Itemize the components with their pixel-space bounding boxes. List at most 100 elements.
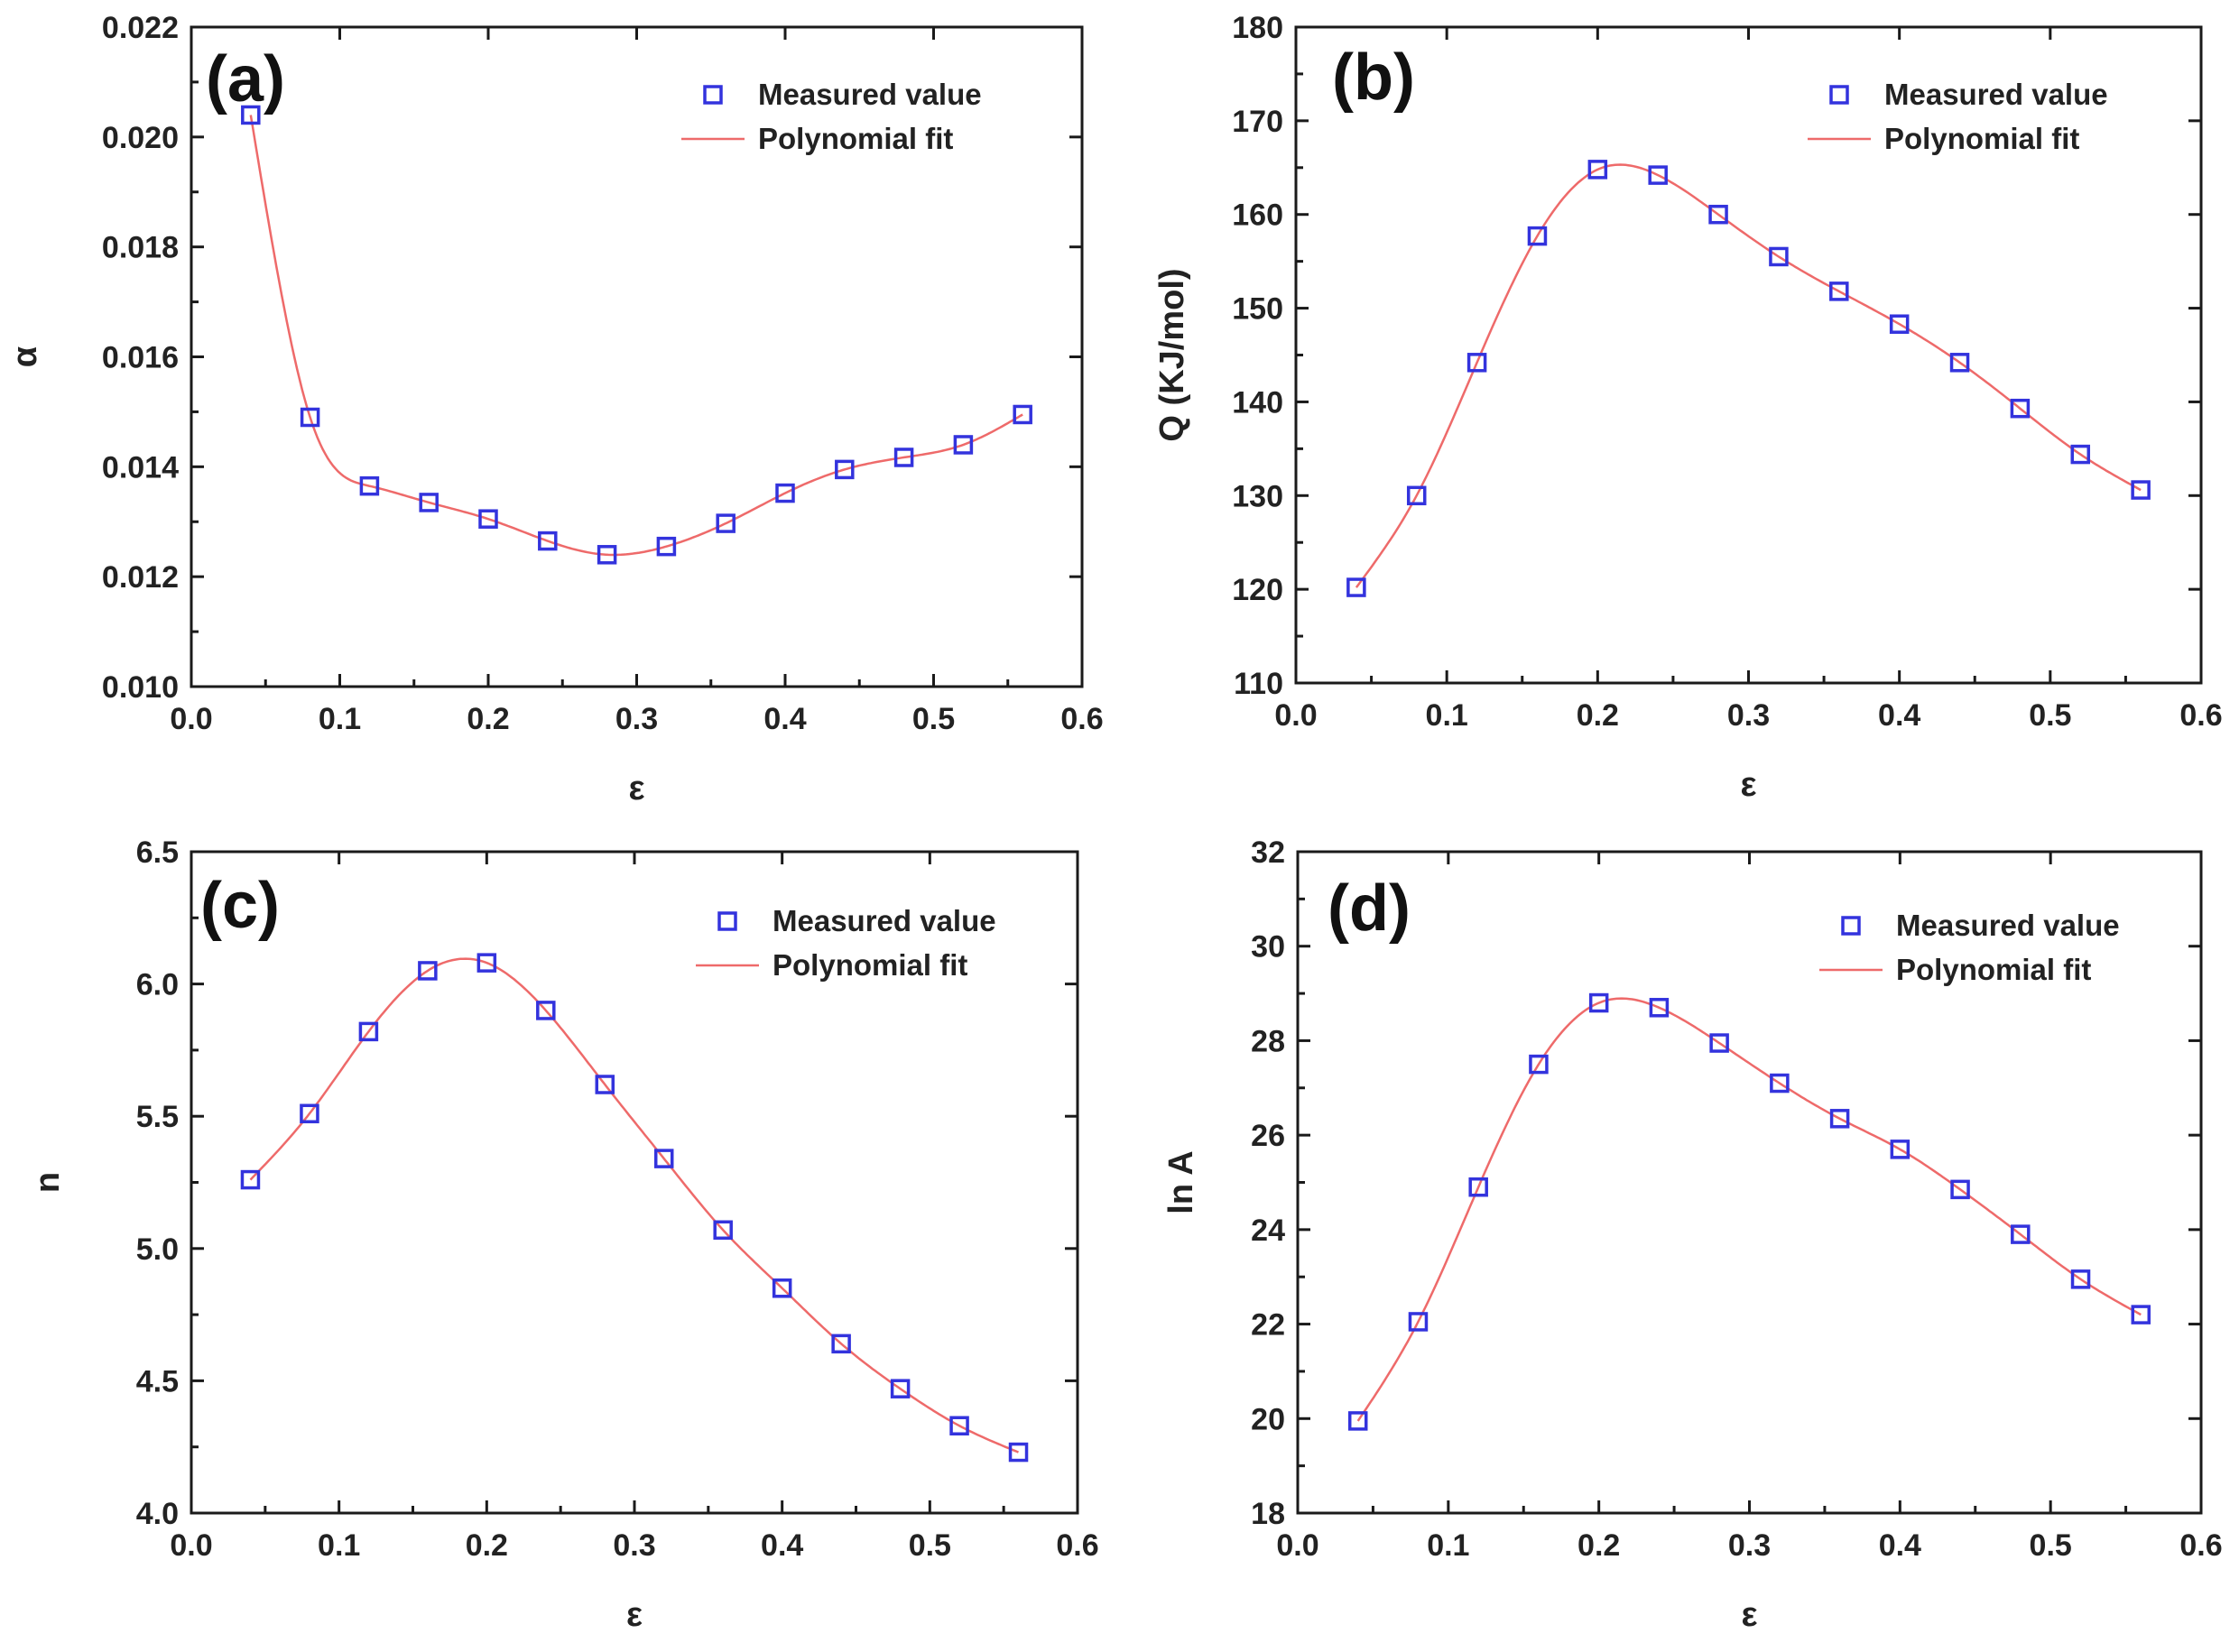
x-tick-label-d: 0.5 [2030,1528,2072,1563]
x-tick-label-b: 0.4 [1878,698,1920,733]
data-point-c [476,953,497,973]
y-tick-label-c: 6.0 [136,968,179,1002]
x-tick-label-b: 0.0 [1274,698,1317,733]
panel-label-a: (a) [206,43,285,115]
legend-marker-a [703,85,723,105]
x-tick-label-c: 0.0 [170,1528,212,1563]
legend-fit-label-d: Polynomial fit [1896,953,2091,986]
y-tick-label-a: 0.018 [102,231,179,265]
data-point-b [1648,165,1668,185]
data-point-a [835,459,855,480]
data-point-a [359,475,380,496]
data-point-a [478,509,498,529]
x-tick-label-d: 0.2 [1577,1528,1620,1563]
data-point-d [1649,998,1670,1018]
legend-fit-label-c: Polynomial fit [773,948,967,982]
x-tick-label-d: 0.0 [1276,1528,1318,1563]
data-point-d [1408,1312,1429,1332]
data-point-a [300,407,320,428]
data-point-c [1008,1442,1029,1463]
y-tick-label-a: 0.016 [102,341,179,375]
data-point-c [240,1169,261,1190]
x-tick-label-a: 0.6 [1060,702,1103,736]
y-tick-label-b: 140 [1232,385,1283,420]
plot-frame-d [1296,850,2203,1515]
x-tick-label-c: 0.1 [318,1528,360,1563]
data-point-a [241,105,261,125]
panel-label-c: (c) [200,870,280,942]
y-tick-label-b: 130 [1232,479,1283,513]
x-tick-label-a: 0.3 [615,702,658,736]
fit-line-b [1355,163,2142,588]
x-tick-label-a: 0.2 [467,702,509,736]
data-point-c [595,1075,615,1094]
data-point-b [1527,226,1548,246]
y-tick-label-a: 0.012 [102,560,179,595]
x-tick-label-c: 0.5 [909,1528,951,1563]
x-axis-label-d: ε [1741,1596,1757,1634]
y-tick-label-b: 120 [1232,573,1283,607]
chart-panel-b: 0.0 0.1 0.2 0.3 0.4 0.5 0.6 110 120 130 140 150 160 1… [1120,0,2239,826]
x-tick-label-c: 0.4 [761,1528,803,1563]
x-tick-label-c: 0.6 [1056,1528,1098,1563]
x-axis-label-c: ε [626,1596,643,1634]
data-point-a [1013,404,1032,425]
chart-panel-c: 0.0 0.1 0.2 0.3 0.4 0.5 0.6 4.0 4.5 5.0 5.5 6.0 6.5 ε… [0,826,1119,1652]
y-tick-label-d: 18 [1251,1497,1285,1531]
data-point-a [419,493,439,512]
data-point-b [1889,314,1910,334]
data-point-a [656,536,677,557]
legend-fit-label-b: Polynomial fit [1884,122,2079,155]
data-point-b [2131,480,2151,500]
x-tick-label-d: 0.3 [1728,1528,1771,1563]
x-tick-label-c: 0.3 [613,1528,655,1563]
data-point-b [1708,204,1728,225]
x-tick-label-a: 0.0 [170,702,212,736]
fit-line-a [249,115,1023,557]
x-tick-label-b: 0.5 [2029,698,2071,733]
panel-label-d: (d) [1328,872,1411,945]
y-tick-label-b: 170 [1232,105,1283,139]
data-point-d [1770,1073,1790,1094]
chart-panel-d: 0.0 0.1 0.2 0.3 0.4 0.5 0.6 18 20 22 24 26 28 30 32 ε ln… [1120,826,2239,1652]
data-point-c [536,1001,556,1020]
data-point-c [949,1416,969,1435]
legend-fit-label-a: Polynomial fit [758,122,953,155]
y-tick-label-b: 150 [1232,292,1283,327]
y-tick-label-d: 22 [1251,1308,1285,1343]
panel-label-b: (b) [1332,42,1415,114]
x-tick-label-a: 0.4 [763,702,806,736]
data-point-d [1890,1140,1911,1159]
data-point-a [775,483,795,503]
data-point-d [1529,1054,1549,1075]
y-tick-label-c: 6.5 [136,835,179,870]
legend-measured-label-b: Measured value [1884,78,2108,111]
y-tick-label-b: 110 [1234,667,1283,701]
x-tick-label-a: 0.5 [912,702,955,736]
data-point-b [1829,281,1849,301]
x-tick-label-b: 0.6 [2179,698,2222,733]
data-point-d [1829,1109,1850,1129]
x-axis-label-a: ε [628,770,644,808]
x-axis-label-b: ε [1740,766,1756,804]
y-tick-label-c: 4.0 [136,1497,179,1531]
data-point-c [358,1021,379,1042]
y-tick-label-a: 0.022 [102,11,179,45]
data-point-b [2070,444,2091,465]
chart-a-svg: 0.0 0.1 0.2 0.3 0.4 0.5 0.6 0.010 0.012 0.014 0.01… [6,11,1104,808]
data-point-b [2010,398,2031,419]
y-axis-label-d: ln A [1162,1150,1200,1214]
x-tick-label-d: 0.4 [1879,1528,1921,1563]
x-tick-label-b: 0.3 [1727,698,1770,733]
y-axis-label-c: n [29,1172,67,1193]
y-tick-label-d: 20 [1251,1402,1285,1436]
chart-d-svg: 0.0 0.1 0.2 0.3 0.4 0.5 0.6 18 20 22 24 26 28 30 32 ε ln… [1162,835,2223,1634]
chart-c-svg: 0.0 0.1 0.2 0.3 0.4 0.5 0.6 4.0 4.5 5.0 5.5 6.0 6.5 ε… [29,835,1099,1634]
data-point-b [1587,160,1608,180]
data-point-c [300,1103,319,1124]
legend-marker-d [1841,916,1861,936]
x-tick-label-a: 0.1 [319,702,361,736]
data-point-d [1950,1179,1970,1200]
data-point-d [1347,1411,1368,1431]
data-point-c [713,1220,733,1241]
